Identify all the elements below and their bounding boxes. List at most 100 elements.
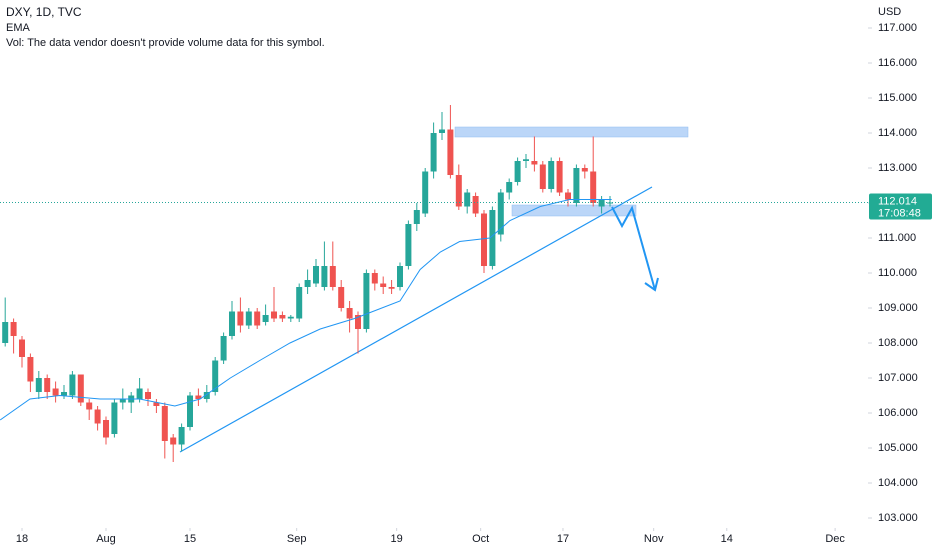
- x-tick-label: 15: [184, 533, 196, 545]
- candle-body: [10, 322, 17, 336]
- projection-arrow: [611, 205, 656, 291]
- candle-body: [514, 161, 521, 182]
- x-tick-label: 14: [721, 533, 733, 545]
- x-tick-label: Aug: [96, 533, 116, 545]
- candle-body: [161, 406, 168, 441]
- candle-body: [203, 392, 210, 399]
- candle-body: [397, 266, 403, 287]
- candle-body: [313, 266, 319, 284]
- y-tick-label: 111.000: [878, 232, 916, 244]
- y-tick-label: 114.000: [878, 127, 917, 139]
- candle-body: [119, 399, 126, 403]
- y-tick-label: 105.000: [878, 442, 918, 454]
- trend-line: [179, 186, 653, 453]
- y-tick-label: 117.000: [878, 22, 917, 34]
- y-tick-label: 116.000: [878, 57, 917, 69]
- candle-body: [363, 273, 370, 329]
- candle-body: [35, 378, 42, 392]
- x-tick-label: Oct: [472, 533, 489, 545]
- x-tick-label: Dec: [825, 533, 845, 545]
- candle-body: [422, 171, 429, 214]
- support-zone: [511, 204, 637, 217]
- candle-body: [439, 129, 445, 133]
- candle-body: [220, 336, 227, 361]
- candle-body: [388, 287, 395, 289]
- candle-body: [455, 175, 462, 207]
- candle-body: [111, 402, 118, 434]
- y-tick-label: 113.000: [878, 162, 917, 174]
- candle-body: [590, 171, 597, 203]
- candle-body: [497, 192, 504, 235]
- candle-body: [565, 192, 571, 200]
- y-tick-label: 108.000: [878, 337, 918, 349]
- candle-body: [271, 311, 277, 319]
- candle-body: [44, 378, 51, 392]
- candle-body: [279, 315, 286, 319]
- candle-body: [52, 388, 59, 396]
- candle-body: [573, 168, 580, 203]
- candle-body: [94, 409, 101, 424]
- candle-body: [355, 315, 361, 329]
- candle-body: [27, 357, 34, 382]
- plot-area: [0, 105, 868, 462]
- candle-body: [329, 266, 336, 287]
- candle-body: [346, 308, 353, 319]
- candle-body: [2, 322, 9, 343]
- countdown-label: 17:08:48: [878, 207, 921, 219]
- candle-body: [237, 311, 244, 326]
- candle-body: [195, 395, 202, 399]
- candle-body: [304, 280, 311, 287]
- y-tick-label: 104.000: [878, 477, 918, 489]
- candle-body: [539, 164, 546, 189]
- candle-body: [338, 287, 345, 308]
- y-tick-label: 106.000: [878, 407, 918, 419]
- candle-body: [430, 133, 437, 172]
- candle-body: [170, 437, 177, 445]
- x-tick-label: 19: [391, 533, 403, 545]
- resistance-zone: [454, 126, 689, 138]
- candle-body: [581, 168, 588, 172]
- candle-body: [61, 392, 67, 396]
- candle-body: [145, 392, 151, 399]
- ema-line: [0, 199, 612, 421]
- candle-body: [136, 388, 143, 399]
- x-tick-label: Sep: [287, 533, 307, 545]
- candle-body: [464, 192, 471, 207]
- candle-body: [103, 420, 109, 438]
- x-tick-label: Nov: [644, 533, 664, 545]
- candle-body: [245, 311, 252, 326]
- candle-body: [254, 311, 261, 326]
- candle-body: [287, 316, 294, 319]
- candle-body: [153, 402, 160, 406]
- x-tick-label: 18: [16, 533, 28, 545]
- candle-body: [321, 266, 328, 287]
- candle-body: [19, 339, 25, 357]
- candle-body: [187, 395, 193, 427]
- last-price-box: [869, 193, 932, 220]
- chart-title: DXY, 1D, TVC: [6, 5, 82, 19]
- candle-body: [548, 161, 555, 189]
- candle-body: [86, 402, 93, 410]
- candle-body: [481, 213, 487, 266]
- candle-body: [77, 374, 84, 403]
- candle-body: [229, 311, 235, 336]
- candle-body: [69, 374, 76, 396]
- candle-body: [523, 159, 529, 161]
- candle-body: [212, 360, 219, 392]
- y-tick-label: 109.000: [878, 302, 918, 314]
- candle-body: [506, 182, 513, 193]
- last-price-label: 112.014: [878, 195, 917, 207]
- candle-body: [380, 283, 387, 287]
- y-axis-label: USD: [878, 6, 901, 18]
- arrow-head: [644, 277, 659, 292]
- candle-body: [262, 315, 269, 322]
- candle-body: [413, 210, 420, 224]
- candle-body: [405, 224, 412, 266]
- candle-body: [598, 199, 605, 207]
- candle-body: [371, 273, 378, 284]
- candle-body: [489, 210, 496, 266]
- y-tick-label: 107.000: [878, 372, 918, 384]
- candle-body: [178, 427, 185, 445]
- x-tick-label: 17: [557, 533, 569, 545]
